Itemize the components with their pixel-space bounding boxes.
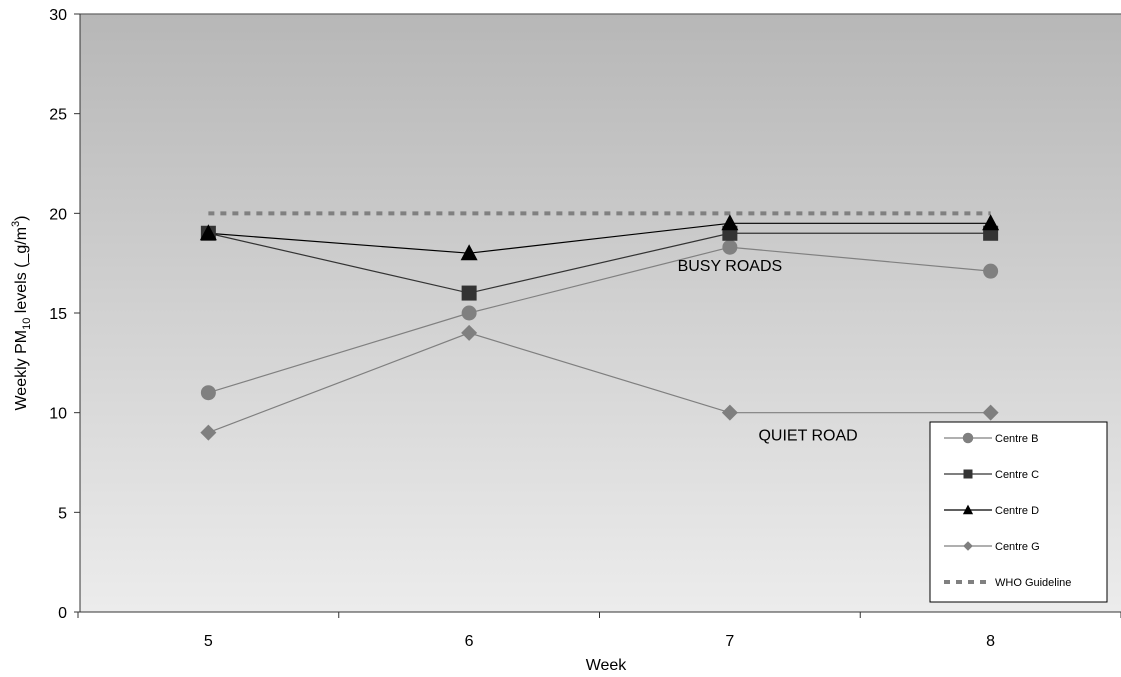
legend-marker-centre-c <box>963 469 973 479</box>
annotation-busy-roads: BUSY ROADS <box>678 258 783 275</box>
x-axis-title: Week <box>586 657 628 674</box>
centre-b-point <box>983 263 999 279</box>
legend-label-who-guideline: WHO Guideline <box>995 577 1071 589</box>
y-tick-label: 20 <box>49 206 67 223</box>
centre-g-point <box>200 424 217 441</box>
annotation-quiet-road: QUIET ROAD <box>758 428 857 445</box>
legend-label-centre-g: Centre G <box>995 541 1040 553</box>
y-tick-label: 5 <box>58 505 67 522</box>
y-axis-title: Weekly PM10 levels (_g/m3) <box>10 215 33 410</box>
x-tick-label: 6 <box>465 633 474 650</box>
y-tick-label: 30 <box>49 7 67 24</box>
centre-d-point <box>199 224 217 241</box>
legend-box <box>929 421 1108 603</box>
centre-b-point <box>461 305 477 321</box>
centre-c-line <box>208 232 991 294</box>
x-tick-label: 8 <box>986 633 995 650</box>
centre-b-line <box>208 246 991 394</box>
y-tick-label: 15 <box>49 306 67 323</box>
centre-b-point <box>722 239 738 255</box>
x-axis-ticks: 5 6 7 8 <box>77 612 1121 650</box>
centre-g-line <box>208 332 991 434</box>
legend-label-centre-c: Centre C <box>995 469 1039 481</box>
centre-b-point <box>200 385 216 401</box>
y-tick-label: 0 <box>58 605 67 622</box>
y-axis-ticks: 0 5 10 15 20 25 30 <box>49 7 80 622</box>
centre-d-point <box>460 244 478 261</box>
x-tick-label: 5 <box>204 633 213 650</box>
legend-marker-centre-b <box>962 432 974 444</box>
annotations: BUSY ROADS QUIET ROAD <box>678 258 858 444</box>
legend-label-centre-d: Centre D <box>995 505 1039 517</box>
centre-g-point <box>461 324 478 341</box>
centre-g-point <box>721 404 738 421</box>
legend: Centre B Centre C Centre D Centre G WHO Guid… <box>929 421 1108 603</box>
series-lines <box>208 211 991 434</box>
legend-marker-centre-d <box>962 504 974 515</box>
x-tick-label: 7 <box>725 633 734 650</box>
centre-g-point <box>982 404 999 421</box>
centre-d-line <box>208 222 991 254</box>
y-tick-label: 10 <box>49 406 67 423</box>
series-markers <box>199 214 1000 441</box>
centre-d-point <box>982 214 1000 231</box>
y-tick-label: 25 <box>49 107 67 124</box>
centre-d-point <box>721 214 739 231</box>
centre-c-point <box>461 285 477 301</box>
legend-label-centre-b: Centre B <box>995 433 1038 445</box>
